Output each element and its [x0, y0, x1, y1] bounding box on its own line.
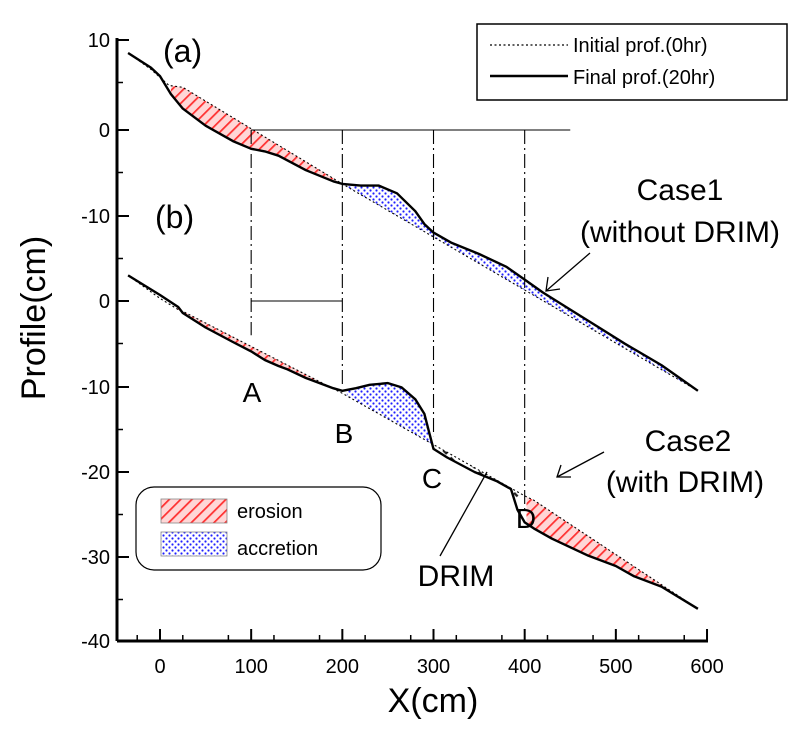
x-tick-label: 100 — [234, 656, 267, 678]
series-line-b-final — [127, 274, 699, 610]
fill-legend-erosion-label: erosion — [237, 501, 303, 523]
series-line-a-final — [127, 51, 699, 392]
x-tick-label: 300 — [417, 656, 450, 678]
y-tick-label: 10 — [88, 30, 110, 52]
case2-subtitle: (with DRIM) — [606, 466, 764, 499]
y-tick-label: -40 — [81, 631, 110, 653]
x-tick-label: 200 — [326, 656, 359, 678]
case1-title: Case1 — [637, 174, 724, 207]
y-tick-label: -20 — [81, 462, 110, 484]
y-tick-label: 0 — [99, 291, 110, 313]
section-label-a: A — [243, 377, 262, 408]
x-tick-label: 400 — [508, 656, 541, 678]
accretion-fill-b — [346, 383, 433, 446]
accretion-fill-a — [342, 183, 689, 386]
fill-legend: erosion accretion — [135, 486, 382, 571]
x-tick-label: 600 — [690, 656, 723, 678]
legend-initial-label: Initial prof.(0hr) — [573, 35, 708, 57]
erosion-fill-b2 — [526, 496, 671, 593]
section-label-d: D — [516, 503, 536, 534]
y-axis-title: Profile(cm) — [15, 236, 53, 400]
section-label-b: B — [335, 418, 354, 449]
case2-title: Case2 — [645, 425, 732, 458]
panel-label-a: (a) — [163, 33, 202, 69]
x-tick-label: 500 — [599, 656, 632, 678]
section-label-c: C — [422, 463, 442, 494]
fill-legend-erosion-swatch — [160, 498, 228, 524]
legend: Initial prof.(0hr) Final prof.(20hr) — [476, 23, 788, 101]
x-tick-label: 0 — [154, 656, 165, 678]
fill-legend-accretion-label: accretion — [237, 538, 318, 560]
erosion-fill-a — [170, 85, 343, 184]
x-ticks: 0 100 200 300 400 500 600 — [136, 629, 724, 678]
case2-arrow — [556, 451, 605, 478]
y-tick-label: 0 — [99, 120, 110, 142]
y-ticks: 10 0 -10 0 -10 -20 -30 -40 — [81, 30, 129, 653]
drim-label: DRIM — [418, 560, 495, 593]
panel-label-b: (b) — [155, 199, 194, 235]
fill-legend-accretion-swatch — [160, 531, 228, 557]
series-group — [127, 51, 699, 610]
y-tick-label: -10 — [81, 377, 110, 399]
y-tick-label: -30 — [81, 547, 110, 569]
drim-pointer — [439, 471, 488, 557]
x-axis-title: X(cm) — [388, 682, 479, 720]
legend-final-label: Final prof.(20hr) — [573, 67, 715, 89]
drim-fill — [433, 444, 520, 513]
case1-arrow — [545, 252, 591, 292]
fill-regions — [170, 85, 689, 593]
reference-lines — [250, 129, 571, 511]
y-tick-label: -10 — [81, 206, 110, 228]
case1-subtitle: (without DRIM) — [580, 216, 780, 249]
axes — [115, 38, 708, 643]
legend-box — [476, 23, 788, 101]
